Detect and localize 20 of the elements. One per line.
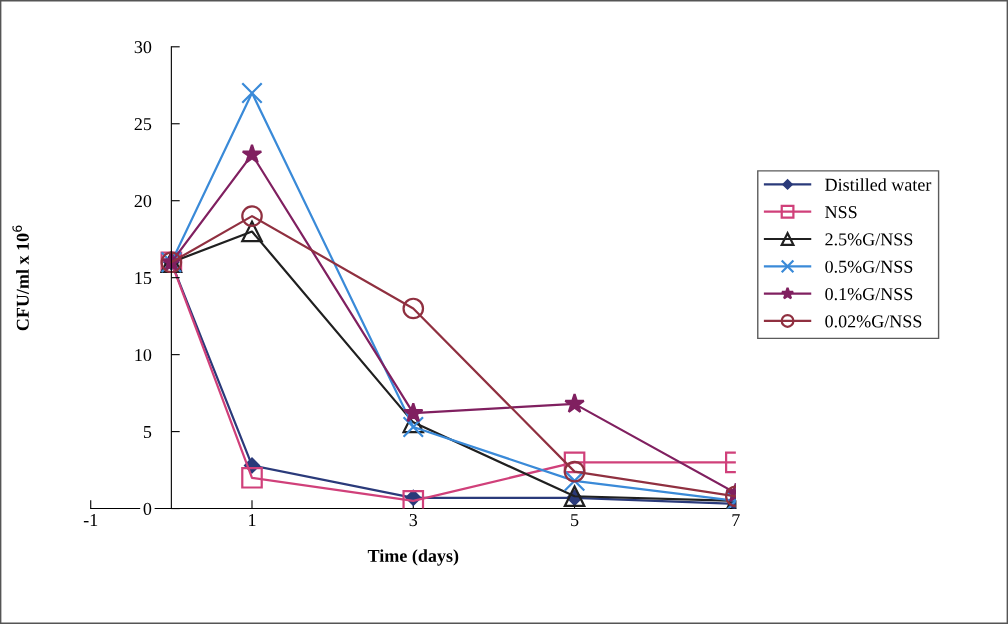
y-tick-label: 15 [135,272,152,285]
y-tick-label: 20 [134,194,152,208]
y-tick-label: 0 [143,502,152,515]
x-axis-title: Time (days) [367,549,459,566]
y-tick-label: 30 [134,41,152,54]
y-axis-title: CFU/ml x 10$^{6}$ [12,225,29,331]
x-tick-label: 5 [571,514,579,527]
legend-label: 0.02%G/NSS [825,315,922,328]
x-tick-label: 3 [409,513,418,527]
legend-label: NSS [825,206,857,219]
y-tick-label: 25 [134,118,152,131]
legend-label: Distilled water [825,178,932,191]
x-tick-label: 1 [249,514,256,526]
x-tick-label: -1 [83,514,98,526]
y-tick-label: 5 [143,426,152,439]
legend-label: 0.1%G/NSS [825,287,913,301]
legend-label: 2.5%G/NSS [825,233,913,246]
x-tick-label: 7 [732,514,740,526]
y-tick-label: 10 [135,348,152,362]
legend-label: 0.5%G/NSS [825,260,913,273]
